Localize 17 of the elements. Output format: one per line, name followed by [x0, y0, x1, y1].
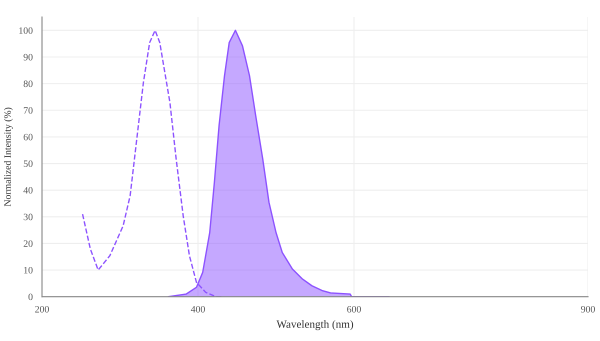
x-tick-label: 400 — [190, 306, 205, 313]
y-tick-label: 20 — [24, 240, 33, 247]
y-tick-label: 0 — [28, 294, 33, 300]
y-tick-label: 50 — [24, 160, 33, 167]
x-tick-label: 200 — [35, 306, 49, 313]
y-tick-label: 80 — [24, 80, 33, 88]
y-tick-label: 70 — [24, 107, 33, 114]
y-tick-label: 10 — [24, 266, 33, 274]
y-tick-label: 100 — [19, 27, 33, 34]
x-axis-title: Wavelength (nm) — [276, 320, 354, 330]
y-tick-label: 90 — [24, 54, 33, 60]
y-tick-label: 40 — [23, 187, 33, 194]
y-axis-title: Normalized Intensity (%) — [4, 108, 13, 206]
y-tick-label: 30 — [24, 214, 33, 220]
x-tick-label: 600 — [347, 306, 361, 313]
y-tick-label: 60 — [24, 134, 33, 140]
x-tick-label: 900 — [581, 306, 595, 313]
